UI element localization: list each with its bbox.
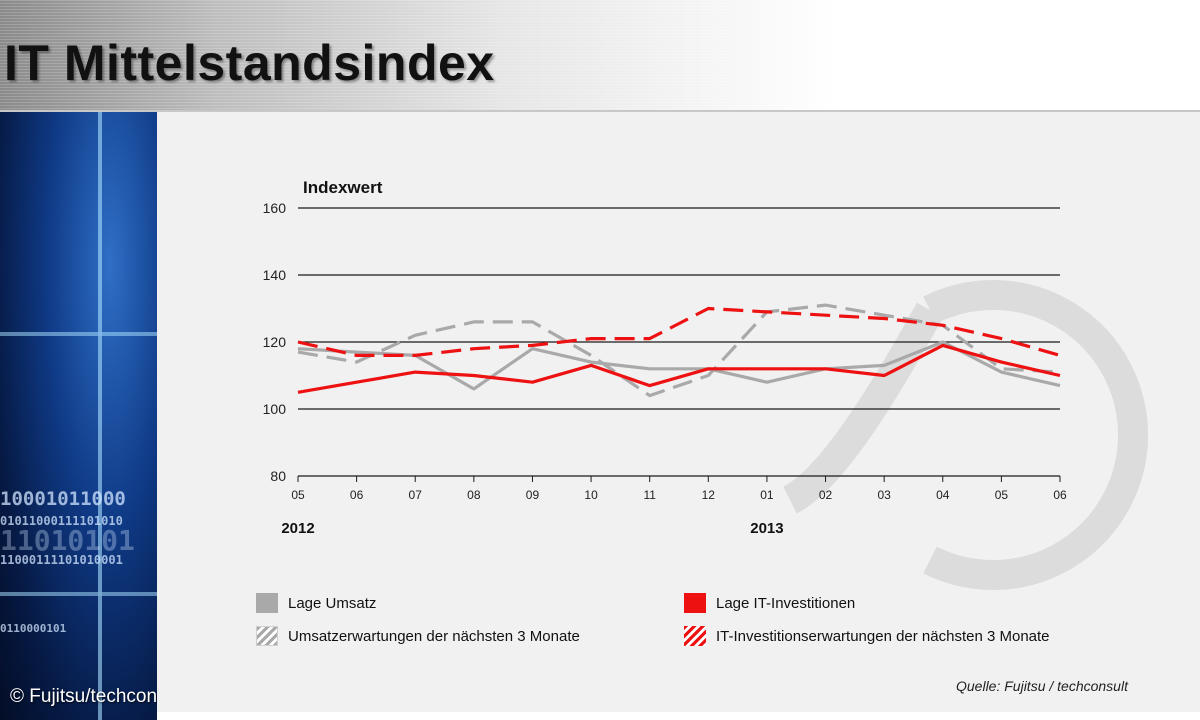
header-divider <box>0 110 1200 112</box>
legend-swatch-red-hatched <box>684 626 706 646</box>
legend-item-lage-it-investitionen: Lage IT-Investitionen <box>684 593 855 613</box>
x-tick-label: 10 <box>584 488 598 502</box>
copyright-notice: © Fujitsu/techconsult <box>10 686 187 707</box>
legend-swatch-gray-hatched <box>256 626 278 646</box>
series-line-solid-red <box>297 343 1061 394</box>
legend-item-lage-umsatz: Lage Umsatz <box>256 593 376 613</box>
series-line-dashed-red <box>297 306 1061 357</box>
y-tick-label: 140 <box>263 267 287 283</box>
logo-watermark <box>782 280 1149 590</box>
binary-text-2: 01011000111101010 <box>0 514 123 528</box>
sidebar-glow-grid <box>0 112 157 720</box>
grid-lines <box>298 207 1060 477</box>
year-label: 2012 <box>281 520 314 537</box>
legend-swatch-red <box>684 593 706 613</box>
x-tick-label: 11 <box>643 488 656 502</box>
source-note: Quelle: Fujitsu / techconsult <box>956 678 1128 694</box>
x-tick-label: 07 <box>409 488 423 502</box>
x-tick-label: 02 <box>819 488 833 502</box>
x-tick-label: 09 <box>526 488 540 502</box>
binary-text-1: 10001011000 <box>0 488 126 510</box>
x-axis-ticks: 05 06 07 08 09 10 11 12 01 02 03 04 05 06 2012 2013 <box>281 476 1067 537</box>
y-tick-label: 80 <box>270 468 286 484</box>
year-label: 2013 <box>750 520 783 537</box>
legend-item-umsatzerwartungen: Umsatzerwartungen der nächsten 3 Monate <box>256 626 580 646</box>
y-axis-label: Indexwert <box>303 178 383 197</box>
x-tick-label: 03 <box>877 488 891 502</box>
x-tick-label: 01 <box>760 488 774 502</box>
x-tick-label: 05 <box>291 488 305 502</box>
binary-text-3: 11010101 <box>0 524 135 557</box>
x-tick-label: 06 <box>350 488 364 502</box>
sidebar-image: 10001011000 01011000111101010 11010101 1… <box>0 112 157 720</box>
x-tick-label: 06 <box>1053 488 1067 502</box>
series-line-solid-gray <box>297 340 1061 391</box>
y-tick-label: 160 <box>263 200 287 216</box>
legend-label: Lage IT-Investitionen <box>716 594 856 612</box>
page-title: IT Mittelstandsindex <box>4 35 495 91</box>
x-tick-label: 05 <box>995 488 1009 502</box>
y-tick-label: 100 <box>263 401 287 417</box>
legend-item-it-investitionserwartungen: IT-Investitionserwartungen der nächsten … <box>684 626 1050 646</box>
legend-label: Lage Umsatz <box>288 594 377 612</box>
footer-strip <box>157 712 1200 720</box>
legend-label: IT-Investitionserwartungen der nächsten … <box>716 627 1050 645</box>
legend-swatch-gray <box>256 593 278 613</box>
y-axis-ticks: 80 100 120 140 160 <box>263 200 287 484</box>
header-texture <box>0 0 1200 112</box>
header-banner: IT Mittelstandsindex <box>0 0 1200 112</box>
x-tick-label: 08 <box>467 488 481 502</box>
x-tick-label: 12 <box>702 488 716 502</box>
binary-text-5: 0110000101 <box>0 622 67 635</box>
binary-text-4: 11000111101010001 <box>0 553 123 567</box>
series-lines <box>297 303 1061 398</box>
y-tick-label: 120 <box>263 334 287 350</box>
legend-label: Umsatzerwartungen der nächsten 3 Monate <box>288 627 580 645</box>
chart-panel <box>157 112 1200 712</box>
x-tick-label: 04 <box>936 488 950 502</box>
